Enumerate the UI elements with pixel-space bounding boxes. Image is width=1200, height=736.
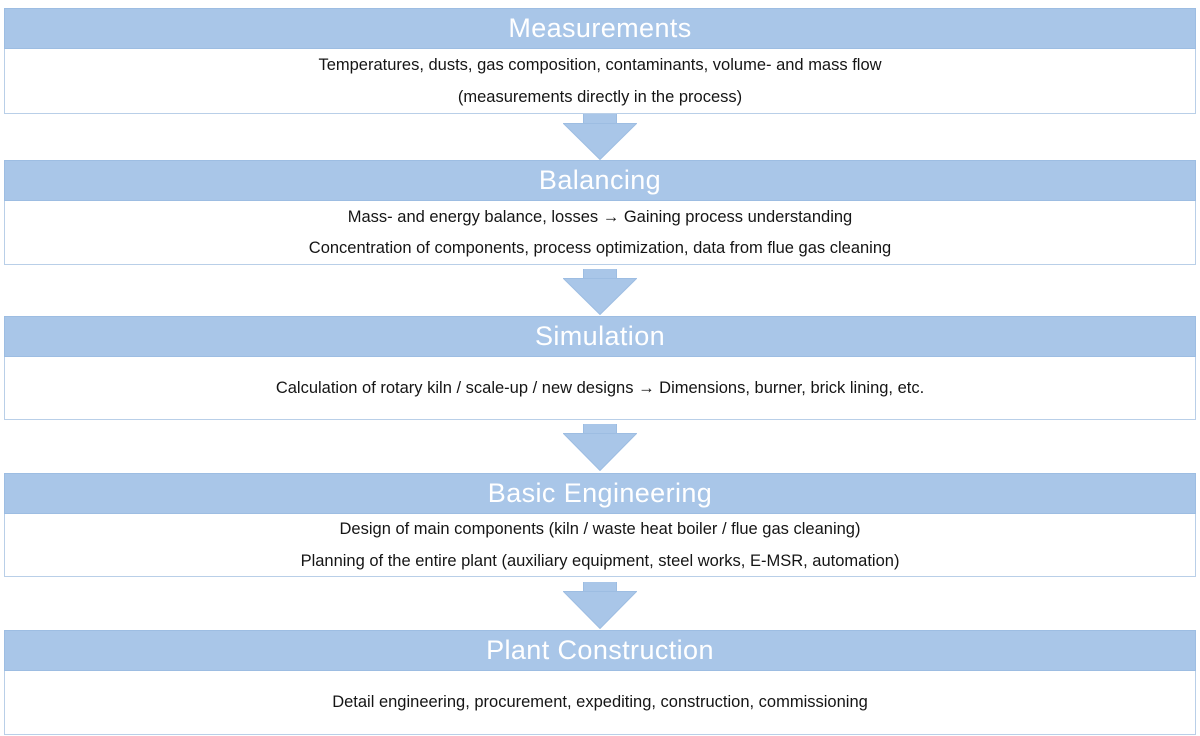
stage-basic-engineering-line-1: Design of main components (kiln / waste … bbox=[339, 520, 861, 539]
arrow-stem bbox=[583, 582, 617, 591]
stage-basic-engineering-body: Design of main components (kiln / waste … bbox=[4, 514, 1196, 577]
stage-balancing-line-1: Mass- and energy balance, losses → Gaini… bbox=[347, 207, 853, 226]
stage-measurements-title: Measurements bbox=[4, 8, 1196, 49]
stage-plant-construction-title: Plant Construction bbox=[4, 630, 1196, 671]
stage-balancing-line-2: Concentration of components, process opt… bbox=[308, 239, 892, 257]
down-arrow-icon-2 bbox=[563, 269, 637, 315]
arrow-stem bbox=[583, 424, 617, 433]
down-arrow-icon-3 bbox=[563, 424, 637, 471]
down-arrow-icon-4 bbox=[563, 582, 637, 629]
stage-measurements-body: Temperatures, dusts, gas composition, co… bbox=[4, 49, 1196, 114]
stage-basic-engineering-line-2: Planning of the entire plant (auxiliary … bbox=[300, 551, 900, 570]
stage-balancing: Balancing Mass- and energy balance, loss… bbox=[4, 160, 1196, 265]
stage-balancing-title: Balancing bbox=[4, 160, 1196, 201]
arrow-stem bbox=[583, 269, 617, 278]
stage-basic-engineering: Basic Engineering Design of main compone… bbox=[4, 473, 1196, 577]
stage-measurements: Measurements Temperatures, dusts, gas co… bbox=[4, 8, 1196, 114]
stage-simulation-line-1: Calculation of rotary kiln / scale-up / … bbox=[275, 378, 925, 397]
stage-simulation-title: Simulation bbox=[4, 316, 1196, 357]
stage-plant-construction-body: Detail engineering, procurement, expedit… bbox=[4, 671, 1196, 735]
arrow-stem bbox=[583, 114, 617, 123]
arrow-head bbox=[563, 433, 637, 471]
stage-plant-construction-line-1: Detail engineering, procurement, expedit… bbox=[332, 693, 868, 712]
arrow-head bbox=[563, 591, 637, 629]
down-arrow-icon-1 bbox=[563, 114, 637, 160]
stage-measurements-line-2: (measurements directly in the process) bbox=[457, 87, 743, 106]
stage-simulation-body: Calculation of rotary kiln / scale-up / … bbox=[4, 357, 1196, 420]
arrow-head bbox=[563, 123, 637, 160]
stage-measurements-line-1: Temperatures, dusts, gas composition, co… bbox=[318, 56, 882, 75]
stage-simulation: Simulation Calculation of rotary kiln / … bbox=[4, 316, 1196, 420]
arrow-head bbox=[563, 278, 637, 315]
stage-balancing-body: Mass- and energy balance, losses → Gaini… bbox=[4, 201, 1196, 265]
stage-basic-engineering-title: Basic Engineering bbox=[4, 473, 1196, 514]
stage-plant-construction: Plant Construction Detail engineering, p… bbox=[4, 630, 1196, 735]
